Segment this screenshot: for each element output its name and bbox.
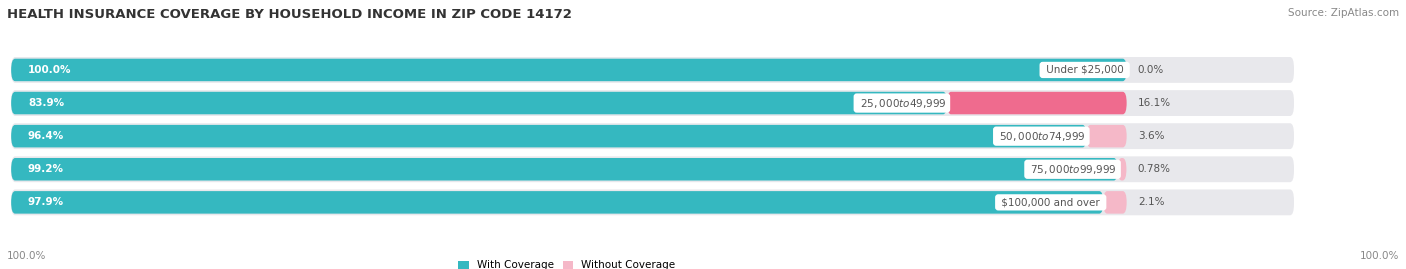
Text: Source: ZipAtlas.com: Source: ZipAtlas.com [1288,8,1399,18]
Text: $25,000 to $49,999: $25,000 to $49,999 [856,97,948,109]
FancyBboxPatch shape [1087,125,1126,147]
Text: 16.1%: 16.1% [1137,98,1171,108]
Text: 2.1%: 2.1% [1137,197,1164,207]
Legend: With Coverage, Without Coverage: With Coverage, Without Coverage [458,260,675,269]
Text: 100.0%: 100.0% [1360,251,1399,261]
FancyBboxPatch shape [11,125,1087,147]
Text: 99.2%: 99.2% [28,164,63,174]
Text: 0.78%: 0.78% [1137,164,1171,174]
Text: 96.4%: 96.4% [28,131,65,141]
FancyBboxPatch shape [11,90,1294,116]
Text: 3.6%: 3.6% [1137,131,1164,141]
FancyBboxPatch shape [11,189,1294,215]
FancyBboxPatch shape [1104,191,1126,214]
Text: Under $25,000: Under $25,000 [1043,65,1126,75]
Text: 83.9%: 83.9% [28,98,65,108]
Text: HEALTH INSURANCE COVERAGE BY HOUSEHOLD INCOME IN ZIP CODE 14172: HEALTH INSURANCE COVERAGE BY HOUSEHOLD I… [7,8,572,21]
FancyBboxPatch shape [948,92,1126,114]
Text: $75,000 to $99,999: $75,000 to $99,999 [1028,163,1118,176]
FancyBboxPatch shape [11,191,1104,214]
Text: $100,000 and over: $100,000 and over [998,197,1104,207]
FancyBboxPatch shape [11,92,948,114]
Text: 100.0%: 100.0% [7,251,46,261]
Text: 97.9%: 97.9% [28,197,65,207]
FancyBboxPatch shape [11,57,1294,83]
Text: 0.0%: 0.0% [1137,65,1164,75]
FancyBboxPatch shape [11,158,1118,180]
Text: $50,000 to $74,999: $50,000 to $74,999 [997,130,1087,143]
FancyBboxPatch shape [1118,158,1126,180]
FancyBboxPatch shape [11,59,1126,81]
FancyBboxPatch shape [11,156,1294,182]
FancyBboxPatch shape [11,123,1294,149]
Text: 100.0%: 100.0% [28,65,72,75]
